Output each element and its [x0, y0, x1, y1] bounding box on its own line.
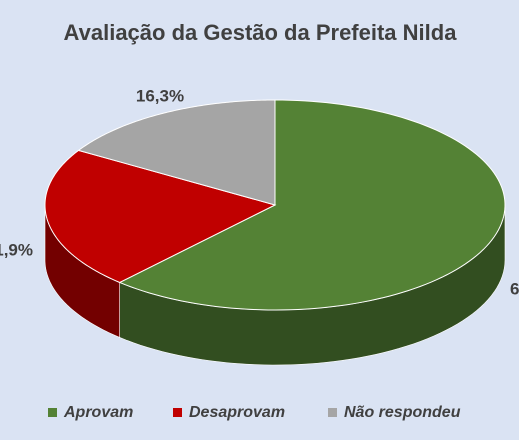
slice — [118, 99, 506, 311]
data-label: 16,3% — [136, 86, 184, 105]
chart-title: Avaliação da Gestão da Prefeita Nilda — [64, 20, 458, 45]
legend-label: Aprovam — [63, 404, 133, 421]
data-label: 21,9% — [0, 240, 33, 259]
slice — [44, 149, 277, 283]
slice — [77, 99, 276, 206]
legend-label: Não respondeu — [344, 404, 461, 421]
data-label: 61,8% — [510, 279, 519, 298]
legend-swatch — [48, 408, 57, 417]
legend-swatch — [328, 408, 337, 417]
legend-label: Desaprovam — [189, 404, 285, 421]
legend-swatch — [173, 408, 182, 417]
